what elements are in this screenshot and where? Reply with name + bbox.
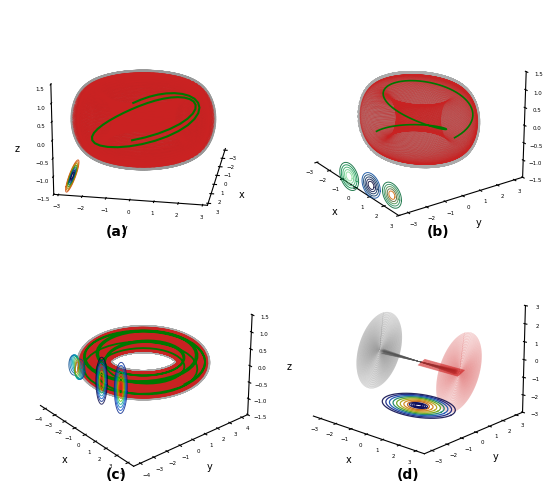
Text: (d): (d): [397, 468, 419, 482]
Text: (c): (c): [105, 468, 126, 482]
X-axis label: x: x: [239, 190, 245, 200]
X-axis label: x: x: [331, 207, 337, 217]
X-axis label: x: x: [345, 455, 351, 465]
Y-axis label: y: y: [122, 224, 128, 234]
Text: (a): (a): [105, 225, 128, 239]
Text: (b): (b): [427, 225, 449, 239]
Y-axis label: y: y: [476, 218, 481, 228]
X-axis label: x: x: [62, 455, 68, 465]
Y-axis label: y: y: [207, 462, 213, 472]
Y-axis label: y: y: [493, 452, 499, 462]
